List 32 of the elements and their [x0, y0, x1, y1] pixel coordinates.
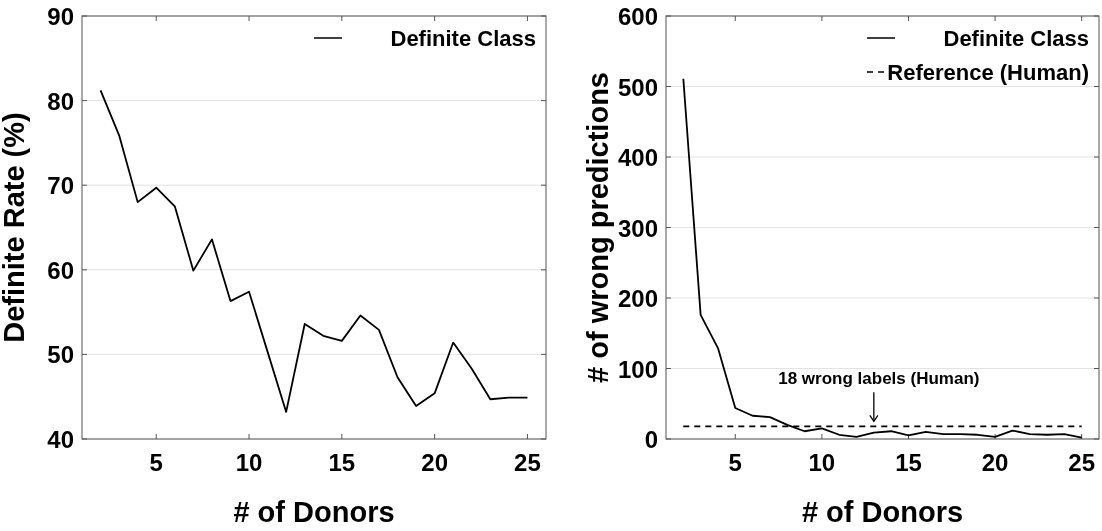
x-tick-label: 25: [514, 449, 541, 476]
x-tick-label: 20: [981, 449, 1009, 476]
y-tick-label: 40: [47, 426, 74, 453]
x-tick-label: 20: [421, 449, 448, 476]
y-tick-label: 80: [47, 87, 74, 115]
y-tick-label: 60: [47, 256, 74, 284]
x-tick-label: 25: [1068, 449, 1096, 476]
legend-label: Definite Class: [943, 26, 1089, 51]
y-tick-label: 600: [617, 3, 658, 30]
y-tick-label: 400: [617, 144, 658, 171]
y-axis-title: Definite Rate (%): [0, 112, 30, 343]
y-tick-label: 0: [644, 426, 658, 453]
y-tick-label: 200: [617, 285, 658, 312]
x-tick-label: 10: [235, 449, 263, 476]
y-tick-label: 500: [617, 73, 658, 101]
x-tick-label: 15: [895, 449, 922, 476]
x-tick-label: 10: [808, 449, 836, 476]
x-tick-label: 15: [328, 449, 356, 476]
x-axis-title: # of Donors: [233, 496, 395, 528]
legend-label: Definite Class: [390, 26, 536, 51]
x-tick-label: 5: [728, 449, 742, 476]
x-tick-label: 5: [149, 449, 163, 476]
y-tick-label: 70: [47, 172, 74, 200]
y-tick-label: 300: [617, 214, 658, 242]
line-series: [99, 89, 529, 413]
y-tick-label: 90: [47, 3, 74, 30]
y-tick-label: 100: [617, 355, 658, 383]
y-tick-label: 50: [47, 341, 74, 369]
y-axis-title: # of wrong predictions: [582, 72, 614, 383]
x-axis-title: # of Donors: [801, 496, 964, 528]
legend-label: Reference (Human): [887, 60, 1089, 85]
annotation: 18 wrong labels (Human): [778, 369, 980, 389]
